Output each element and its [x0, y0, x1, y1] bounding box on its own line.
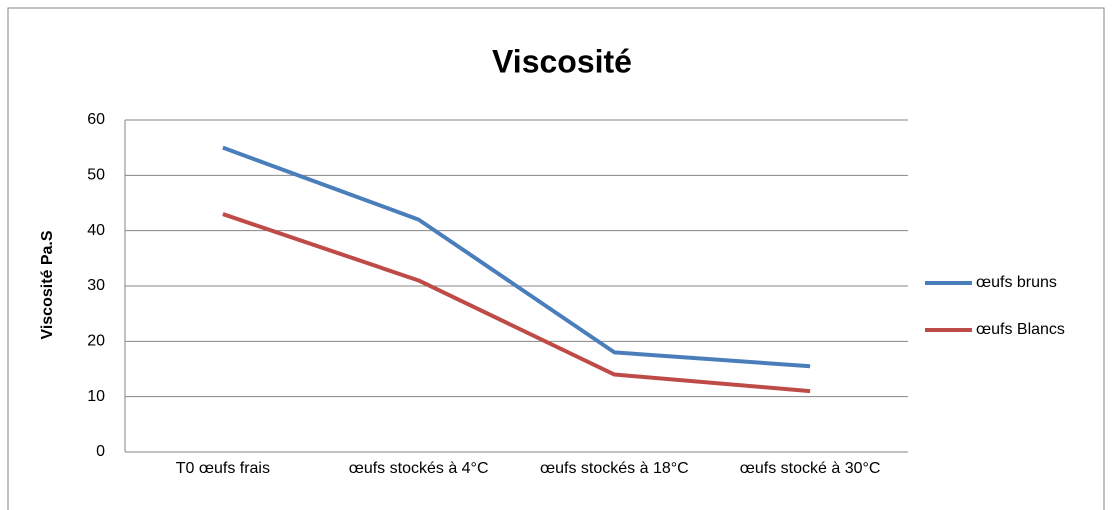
y-tick-label: 40 [87, 222, 105, 239]
x-tick-label: œufs stockés à 18°C [540, 460, 689, 477]
series-line [222, 212, 811, 394]
y-tick-label: 60 [87, 111, 105, 128]
legend-label: œufs Blancs [976, 321, 1065, 338]
y-axis-label: Viscosité Pa.S [39, 230, 56, 339]
legend-label: œufs bruns [976, 274, 1057, 291]
y-tick-label: 50 [87, 167, 105, 184]
chart-title: Viscosité [492, 43, 632, 79]
y-tick-label: 20 [87, 333, 105, 350]
y-tick-label: 0 [96, 443, 105, 460]
chart-frame [7, 7, 1105, 510]
x-tick-label: T0 œufs frais [176, 460, 270, 477]
y-tick-label: 10 [87, 388, 105, 405]
x-tick-label: œufs stockés à 4°C [349, 460, 489, 477]
x-tick-label: œufs stocké à 30°C [740, 460, 881, 477]
series-line [222, 145, 811, 369]
y-tick-label: 30 [87, 277, 105, 294]
